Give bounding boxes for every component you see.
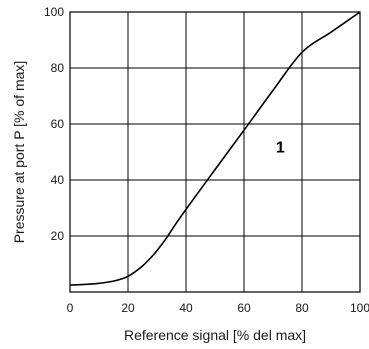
- x-axis-label: Reference signal [% del max]: [124, 327, 306, 343]
- x-tick-labels: 0 20 40 60 80 100: [67, 301, 369, 315]
- x-tick-label: 40: [179, 301, 193, 315]
- y-tick-label: 80: [51, 61, 65, 75]
- y-axis-label: Pressure at port P [% of max]: [11, 61, 27, 244]
- x-tick-label: 100: [350, 301, 369, 315]
- grid: [70, 12, 360, 292]
- y-tick-label: 40: [51, 173, 65, 187]
- y-tick-labels: 20 40 60 80 100: [44, 5, 64, 243]
- x-tick-label: 20: [121, 301, 135, 315]
- x-tick-label: 60: [237, 301, 251, 315]
- x-tick-label: 0: [67, 301, 74, 315]
- x-tick-label: 80: [295, 301, 309, 315]
- y-tick-label: 60: [51, 117, 65, 131]
- series-line: [69, 11, 361, 286]
- y-tick-label: 20: [51, 229, 65, 243]
- curve-annotation: 1: [276, 139, 285, 156]
- y-tick-label: 100: [44, 5, 64, 19]
- series-group: [69, 11, 361, 286]
- plot-frame: [69, 11, 361, 293]
